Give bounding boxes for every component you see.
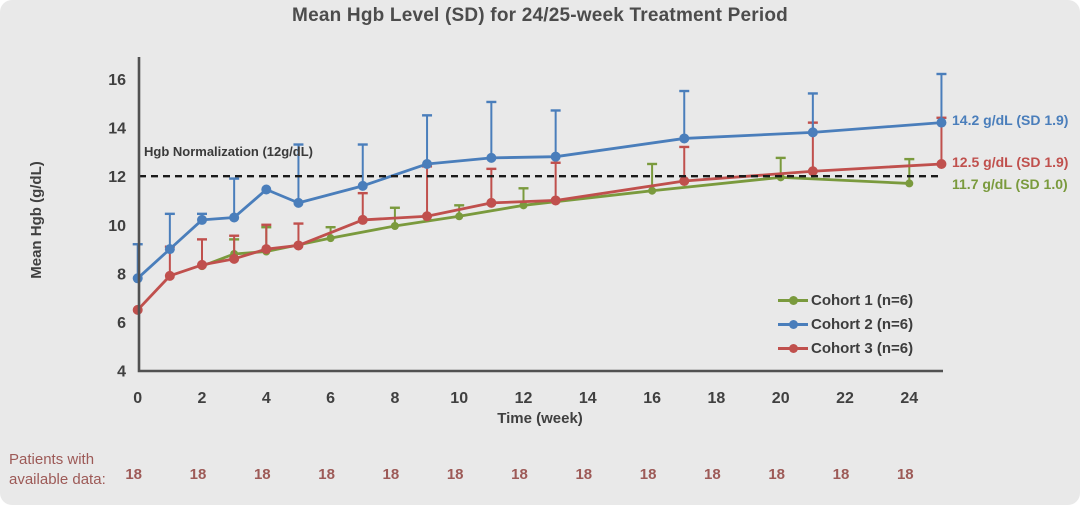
chart-title: Mean Hgb Level (SD) for 24/25-week Treat… <box>292 5 788 26</box>
svg-text:12: 12 <box>515 390 533 407</box>
patients-count-week-24: 18 <box>896 466 914 483</box>
svg-text:8: 8 <box>117 266 126 283</box>
patients-count-week-20: 18 <box>768 466 786 483</box>
final-value-label-cohort3: 12.5 g/dL (SD 1.9) <box>952 154 1069 170</box>
svg-text:20: 20 <box>772 390 790 407</box>
svg-text:12: 12 <box>108 169 126 186</box>
svg-text:4: 4 <box>117 364 126 381</box>
legend-marker-cohort3 <box>778 343 808 353</box>
legend-item-cohort2: Cohort 2 (n=6) <box>778 312 913 336</box>
legend: Cohort 1 (n=6) Cohort 2 (n=6) Cohort 3 (… <box>778 288 913 360</box>
patients-count-week-22: 18 <box>832 466 850 483</box>
svg-text:8: 8 <box>390 390 399 407</box>
svg-text:16: 16 <box>643 390 661 407</box>
svg-text:4: 4 <box>262 390 271 407</box>
svg-text:10: 10 <box>450 390 468 407</box>
patients-count-week-0: 18 <box>125 466 143 483</box>
legend-label-cohort1: Cohort 1 (n=6) <box>811 291 914 309</box>
svg-text:10: 10 <box>108 218 126 235</box>
svg-text:6: 6 <box>117 315 126 332</box>
y-axis-label: Mean Hgb (g/dL) <box>28 161 45 279</box>
normalization-line-label: Hgb Normalization (12g/dL) <box>144 144 313 159</box>
legend-item-cohort1: Cohort 1 (n=6) <box>778 288 913 312</box>
patients-count-week-16: 18 <box>639 466 657 483</box>
svg-text:2: 2 <box>198 390 207 407</box>
patients-available-label-line2: available data: <box>9 471 106 488</box>
svg-text:0: 0 <box>133 390 142 407</box>
patients-count-week-2: 18 <box>189 466 207 483</box>
legend-label-cohort2: Cohort 2 (n=6) <box>811 315 914 333</box>
svg-text:14: 14 <box>579 390 597 407</box>
legend-item-cohort3: Cohort 3 (n=6) <box>778 336 913 360</box>
svg-text:6: 6 <box>326 390 335 407</box>
svg-text:16: 16 <box>108 72 126 89</box>
patients-count-week-8: 18 <box>382 466 400 483</box>
final-value-label-cohort2: 14.2 g/dL (SD 1.9) <box>952 112 1069 128</box>
patients-count-week-18: 18 <box>704 466 721 483</box>
svg-text:14: 14 <box>108 121 126 138</box>
patients-available-row: 18 18 18 18 18 18 18 18 18 18 18 18 18 <box>0 466 1080 490</box>
patients-count-week-14: 18 <box>575 466 593 483</box>
patients-count-week-6: 18 <box>318 466 335 483</box>
patients-available-label-line1: Patients with <box>9 451 95 468</box>
patients-count-week-12: 18 <box>511 466 528 483</box>
legend-marker-cohort2 <box>778 319 808 329</box>
patients-available-label: Patients with available data: <box>9 450 106 490</box>
final-value-label-cohort1: 11.7 g/dL (SD 1.0) <box>952 176 1068 192</box>
svg-text:18: 18 <box>708 390 726 407</box>
legend-marker-cohort1 <box>778 295 808 305</box>
x-axis-label: Time (week) <box>497 410 583 427</box>
svg-text:24: 24 <box>900 390 918 407</box>
patients-count-week-4: 18 <box>253 466 271 483</box>
legend-label-cohort3: Cohort 3 (n=6) <box>811 339 914 357</box>
svg-text:22: 22 <box>836 390 854 407</box>
patients-count-week-10: 18 <box>446 466 464 483</box>
